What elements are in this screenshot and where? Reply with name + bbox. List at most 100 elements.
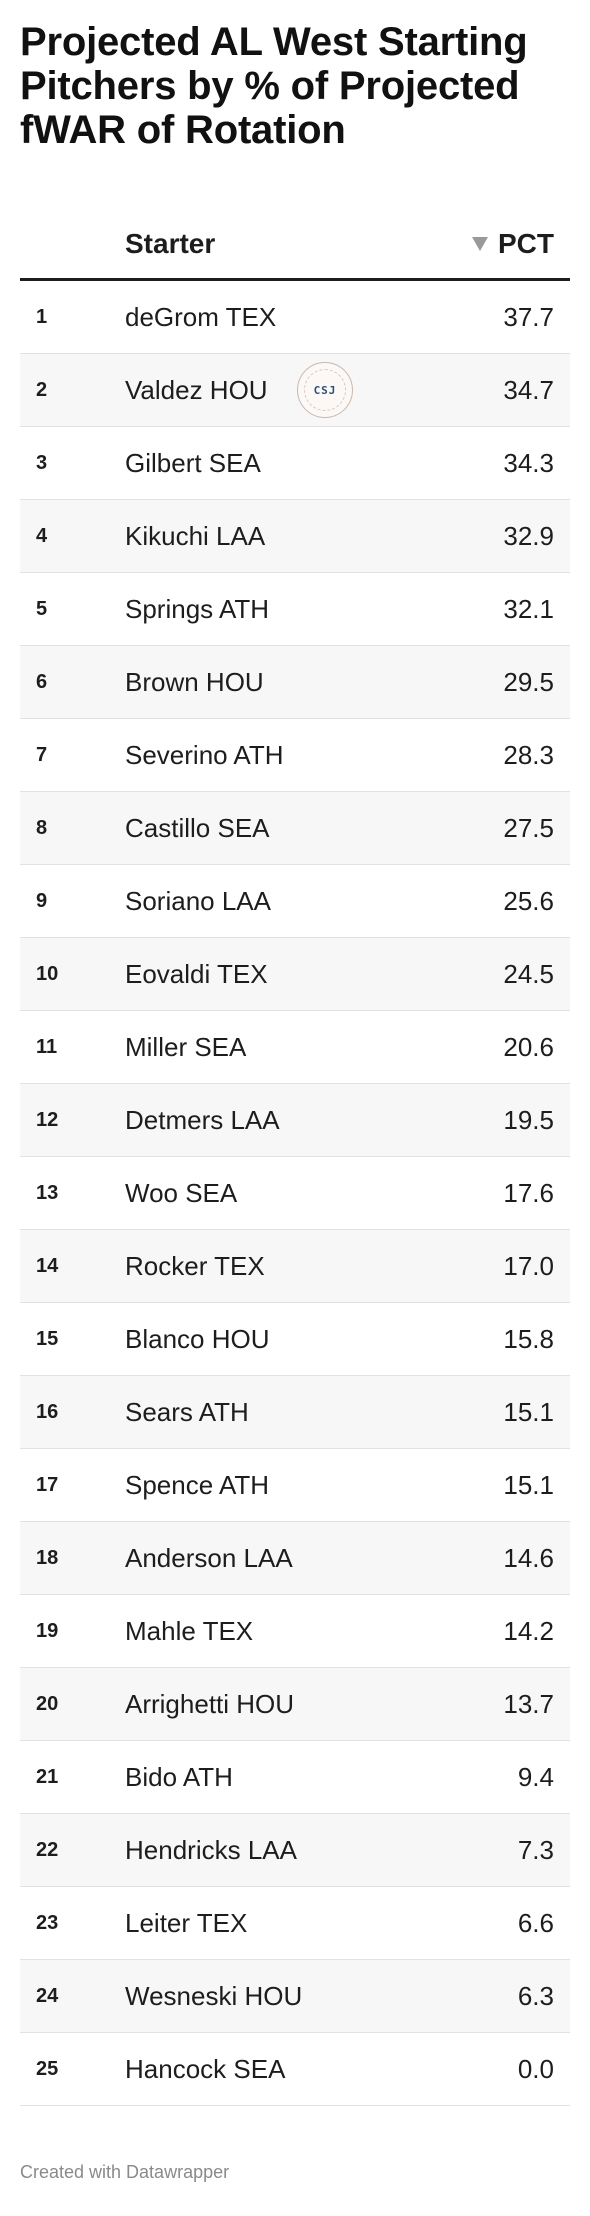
row-rank: 9 [36,890,48,912]
row-pct-value: 28.3 [503,740,554,770]
row-pct-value: 17.6 [503,1178,554,1208]
row-pct-value: 27.5 [503,813,554,843]
row-starter: Leiter TEX [125,1908,248,1938]
row-pct-value: 15.8 [503,1324,554,1354]
row-starter: Valdez HOU [125,375,268,405]
row-pct-value: 9.4 [517,1762,554,1792]
row-starter: Miller SEA [125,1032,247,1062]
row-starter: Severino ATH [125,740,284,770]
row-rank: 1 [36,306,48,328]
table-row: 8 Castillo SEA 27.5 [20,792,570,865]
table-row: 3 Gilbert SEA 34.3 [20,427,570,500]
table-header: Starter PCT [20,210,570,281]
table-row: 19 Mahle TEX 14.2 [20,1595,570,1668]
row-pct-value: 13.7 [503,1689,554,1719]
sort-descending-icon [472,237,488,251]
row-starter: Brown HOU [125,667,264,697]
row-rank: 17 [36,1474,59,1496]
data-table: Starter PCT 1 deGrom TEX 37.7 2 Valdez HOU 34… [20,210,570,2106]
row-rank: 23 [36,1912,59,1934]
row-pct-value: 6.3 [517,1981,554,2011]
row-rank: 7 [36,744,48,766]
table-row: 17 Spence ATH 15.1 [20,1449,570,1522]
table-row: 23 Leiter TEX 6.6 [20,1887,570,1960]
row-rank: 16 [36,1401,59,1423]
row-rank: 15 [36,1328,59,1350]
row-rank: 11 [36,1036,58,1058]
row-pct-value: 24.5 [503,959,554,989]
row-starter: Wesneski HOU [125,1981,303,2011]
row-pct-value: 17.0 [503,1251,554,1281]
row-rank: 12 [36,1109,59,1131]
table-row: 9 Soriano LAA 25.6 [20,865,570,938]
row-rank: 14 [36,1255,59,1277]
table-row: 15 Blanco HOU 15.8 [20,1303,570,1376]
table-row: 22 Hendricks LAA 7.3 [20,1814,570,1887]
row-pct-value: 0.0 [517,2054,554,2084]
row-pct-value: 32.9 [503,521,554,551]
table-row: 20 Arrighetti HOU 13.7 [20,1668,570,1741]
row-pct-value: 25.6 [503,886,554,916]
watermark-logo: CSJ [297,362,353,418]
row-pct-value: 20.6 [503,1032,554,1062]
row-starter: Spence ATH [125,1470,270,1500]
row-starter: Soriano LAA [125,886,271,916]
row-starter: Hendricks LAA [125,1835,297,1865]
table-body: 1 deGrom TEX 37.7 2 Valdez HOU 34.7 CSJ 3 Gilber… [20,281,570,2106]
row-starter: Rocker TEX [125,1251,265,1281]
column-header-pct-label: PCT [498,228,554,259]
row-pct-value: 34.7 [503,375,554,405]
table-row: 7 Severino ATH 28.3 [20,719,570,792]
row-starter: Eovaldi TEX [125,959,268,989]
row-starter: Blanco HOU [125,1324,270,1354]
row-starter: Detmers LAA [125,1105,280,1135]
row-starter: Bido ATH [125,1762,233,1792]
table-row: 5 Springs ATH 32.1 [20,573,570,646]
row-pct-value: 37.7 [503,302,554,332]
table-row: 4 Kikuchi LAA 32.9 [20,500,570,573]
row-starter: Sears ATH [125,1397,249,1427]
row-starter: deGrom TEX [125,302,277,332]
column-header-pct[interactable]: PCT [472,228,554,260]
table-row: 24 Wesneski HOU 6.3 [20,1960,570,2033]
row-starter: Hancock SEA [125,2054,286,2084]
row-pct-value: 19.5 [503,1105,554,1135]
table-row: 10 Eovaldi TEX 24.5 [20,938,570,1011]
row-rank: 20 [36,1693,59,1715]
row-rank: 4 [36,525,48,547]
row-rank: 24 [36,1985,59,2007]
watermark-text: CSJ [313,383,337,397]
row-rank: 5 [36,598,48,620]
row-starter: Arrighetti HOU [125,1689,295,1719]
row-starter: Mahle TEX [125,1616,254,1646]
table-row: 13 Woo SEA 17.6 [20,1157,570,1230]
row-starter: Kikuchi LAA [125,521,266,551]
row-rank: 2 [36,379,48,401]
row-rank: 8 [36,817,48,839]
row-pct-value: 7.3 [517,1835,554,1865]
row-pct-value: 32.1 [503,594,554,624]
row-rank: 25 [36,2058,59,2080]
table-row: 11 Miller SEA 20.6 [20,1011,570,1084]
table-row: 12 Detmers LAA 19.5 [20,1084,570,1157]
row-pct-value: 29.5 [503,667,554,697]
row-rank: 19 [36,1620,59,1642]
row-rank: 22 [36,1839,59,1861]
row-rank: 18 [36,1547,59,1569]
row-pct-value: 6.6 [517,1908,554,1938]
row-rank: 6 [36,671,48,693]
row-starter: Anderson LAA [125,1543,293,1573]
row-starter: Springs ATH [125,594,270,624]
column-header-starter[interactable]: Starter [125,228,216,259]
row-pct-value: 15.1 [503,1397,554,1427]
row-starter: Castillo SEA [125,813,270,843]
table-row: 1 deGrom TEX 37.7 [20,281,570,354]
row-starter: Woo SEA [125,1178,238,1208]
row-starter: Gilbert SEA [125,448,261,478]
row-rank: 21 [36,1766,59,1788]
row-pct-value: 34.3 [503,448,554,478]
table-row: 18 Anderson LAA 14.6 [20,1522,570,1595]
table-row: 6 Brown HOU 29.5 [20,646,570,719]
footer-credit: Created with Datawrapper [20,2162,230,2182]
table-row: 16 Sears ATH 15.1 [20,1376,570,1449]
